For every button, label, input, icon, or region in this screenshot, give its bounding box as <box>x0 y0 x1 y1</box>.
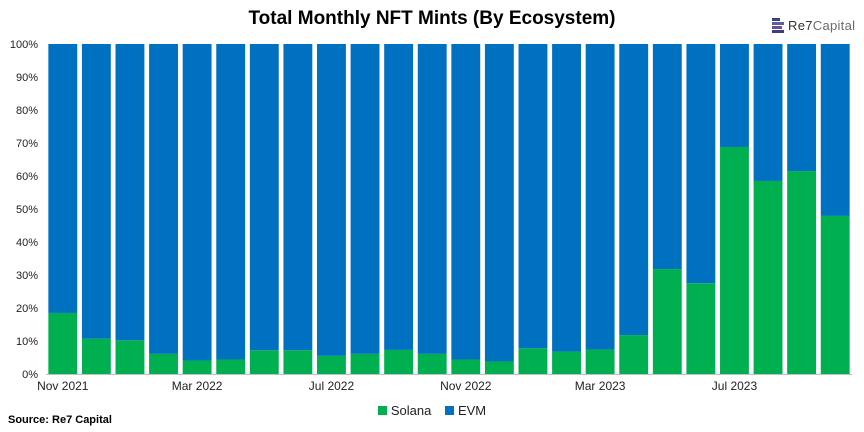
bar-evm-6 <box>249 44 279 351</box>
bar-evm-4 <box>182 44 212 361</box>
chart-legend: Solana EVM <box>0 403 864 418</box>
y-tick-label: 30% <box>16 270 38 282</box>
bar-solana-2 <box>115 340 145 374</box>
bar-evm-10 <box>384 44 414 350</box>
x-tick-label: Jul 2023 <box>712 379 758 393</box>
bar-solana-17 <box>619 335 649 374</box>
bar-solana-5 <box>216 359 246 374</box>
bar-evm-18 <box>652 44 682 270</box>
y-tick-label: 60% <box>16 171 38 183</box>
bar-evm-9 <box>350 44 380 354</box>
bar-evm-15 <box>552 44 581 352</box>
bar-solana-14 <box>518 348 548 374</box>
bar-evm-13 <box>484 44 514 362</box>
y-tick-label: 20% <box>16 303 38 315</box>
bar-solana-8 <box>317 355 346 374</box>
y-tick-label: 80% <box>16 105 38 117</box>
bar-evm-1 <box>81 44 111 339</box>
bar-solana-0 <box>48 312 78 374</box>
bar-solana-1 <box>81 338 111 374</box>
bar-evm-16 <box>585 44 615 350</box>
x-tick-label: Mar 2023 <box>575 379 626 393</box>
y-tick-label: 40% <box>16 237 38 249</box>
bar-solana-11 <box>417 353 447 374</box>
bar-solana-4 <box>182 360 212 374</box>
bar-evm-2 <box>115 44 145 341</box>
bar-evm-19 <box>686 44 716 284</box>
bar-evm-22 <box>787 44 817 172</box>
re7-capital-logo: Re7Capital <box>770 16 860 36</box>
bar-evm-21 <box>753 44 783 181</box>
bar-evm-17 <box>619 44 649 336</box>
bar-solana-16 <box>585 349 615 374</box>
bar-evm-8 <box>317 44 346 356</box>
bar-evm-12 <box>451 44 481 360</box>
bar-solana-13 <box>484 361 514 374</box>
x-tick-label: Nov 2021 <box>37 379 89 393</box>
bar-solana-22 <box>787 171 817 374</box>
chart-title: Total Monthly NFT Mints (By Ecosystem) <box>248 8 616 29</box>
bar-evm-3 <box>149 44 178 354</box>
bar-solana-19 <box>686 283 716 374</box>
logo-text: Re7Capital <box>788 18 856 33</box>
y-tick-label: 10% <box>16 336 38 348</box>
bar-solana-21 <box>753 180 783 374</box>
bar-solana-3 <box>149 353 178 374</box>
x-tick-label: Jul 2022 <box>309 379 355 393</box>
logo-mark-icon <box>772 18 784 34</box>
bar-evm-0 <box>48 44 78 313</box>
legend-item-solana: Solana <box>377 403 432 418</box>
y-tick-label: 0% <box>22 369 38 381</box>
bar-evm-20 <box>720 44 749 147</box>
y-tick-label: 100% <box>10 39 38 51</box>
x-tick-label: Mar 2022 <box>172 379 223 393</box>
bar-solana-18 <box>652 269 682 374</box>
bar-evm-5 <box>216 44 246 360</box>
bar-solana-6 <box>249 350 279 374</box>
x-tick-label: Nov 2022 <box>440 379 492 393</box>
bar-solana-9 <box>350 353 380 374</box>
bar-solana-7 <box>283 350 313 374</box>
bar-evm-14 <box>518 44 548 349</box>
y-tick-label: 90% <box>16 72 38 84</box>
bar-solana-23 <box>820 215 850 374</box>
legend-label-solana: Solana <box>390 403 432 418</box>
bar-evm-11 <box>417 44 447 354</box>
y-tick-label: 70% <box>16 138 38 150</box>
source-note: Source: Re7 Capital <box>8 414 112 426</box>
bar-evm-7 <box>283 44 313 351</box>
legend-swatch-solana <box>377 406 387 415</box>
legend-swatch-evm <box>444 406 454 415</box>
legend-item-evm: EVM <box>444 403 487 418</box>
bar-solana-20 <box>720 146 749 374</box>
bar-solana-12 <box>451 359 481 374</box>
bar-solana-15 <box>552 351 581 374</box>
bar-solana-10 <box>384 349 414 374</box>
bar-evm-23 <box>820 44 850 216</box>
legend-label-evm: EVM <box>457 403 487 418</box>
y-tick-label: 50% <box>16 204 38 216</box>
